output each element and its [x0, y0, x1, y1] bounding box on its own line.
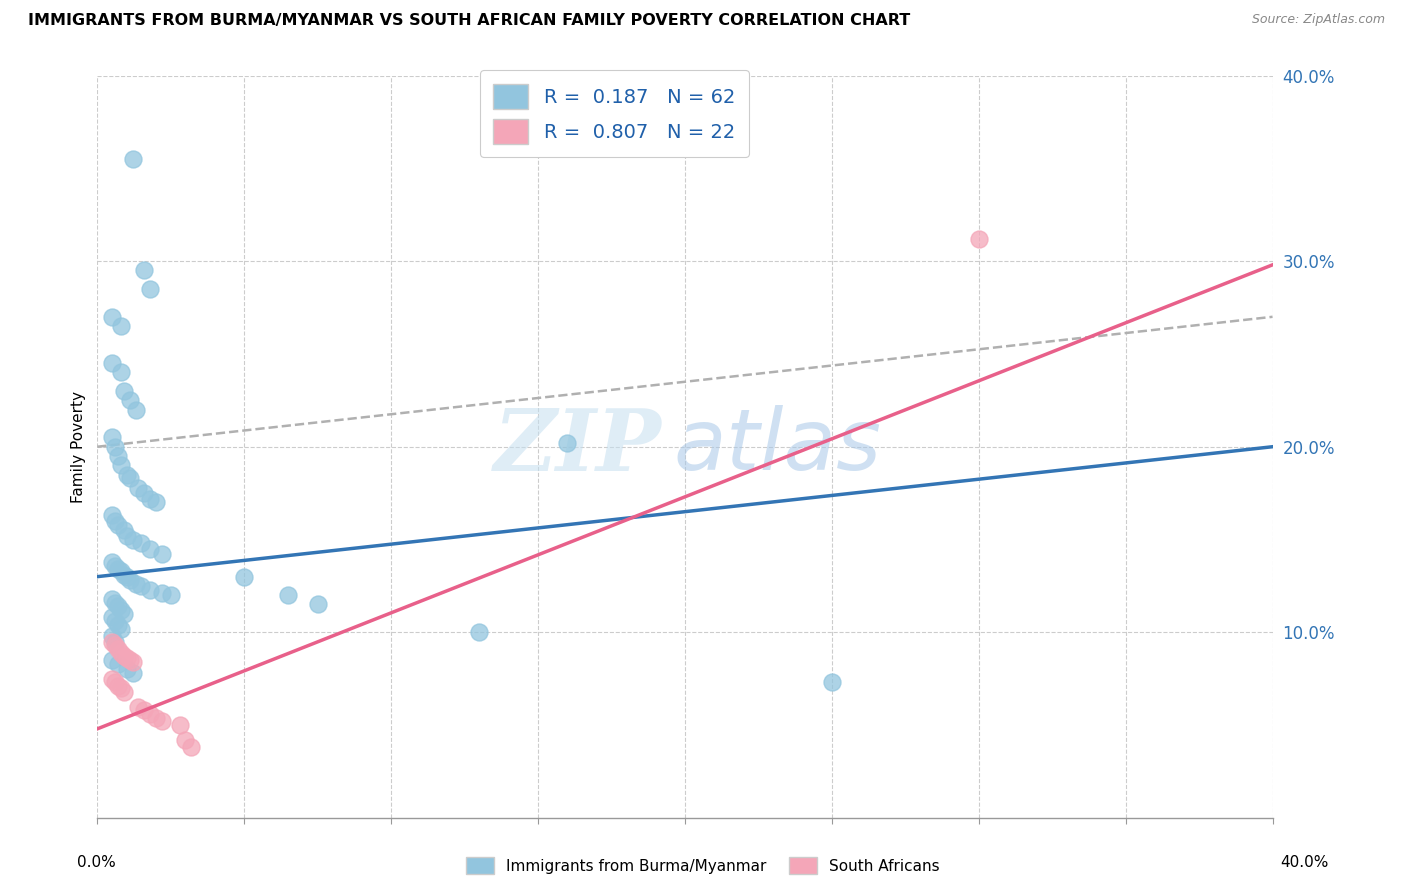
Point	[557, 436, 579, 450]
Point	[124, 402, 146, 417]
Legend: Immigrants from Burma/Myanmar, South Africans: Immigrants from Burma/Myanmar, South Afr…	[460, 851, 946, 880]
Point	[174, 733, 197, 747]
Point	[101, 555, 124, 569]
Point	[134, 486, 156, 500]
Point	[150, 547, 173, 561]
Point	[131, 579, 153, 593]
Point	[101, 672, 124, 686]
Point	[101, 310, 124, 324]
Point	[145, 495, 167, 509]
Point	[112, 649, 135, 664]
Point	[112, 384, 135, 398]
Point	[104, 440, 127, 454]
Point	[169, 718, 191, 732]
Point	[112, 523, 135, 537]
Point	[134, 263, 156, 277]
Point	[110, 603, 132, 617]
Y-axis label: Family Poverty: Family Poverty	[72, 391, 86, 503]
Point	[101, 634, 124, 648]
Point	[112, 607, 135, 621]
Point	[121, 533, 143, 547]
Point	[104, 675, 127, 690]
Point	[107, 599, 129, 614]
Point	[121, 666, 143, 681]
Point	[107, 618, 129, 632]
Point	[821, 675, 844, 690]
Point	[131, 536, 153, 550]
Point	[134, 703, 156, 717]
Legend: R =  0.187   N = 62, R =  0.807   N = 22: R = 0.187 N = 62, R = 0.807 N = 22	[479, 70, 749, 157]
Point	[107, 679, 129, 693]
Point	[118, 393, 141, 408]
Point	[110, 366, 132, 380]
Point	[139, 582, 162, 597]
Point	[101, 591, 124, 606]
Point	[104, 638, 127, 652]
Point	[127, 699, 149, 714]
Point	[107, 449, 129, 463]
Point	[118, 471, 141, 485]
Point	[277, 588, 299, 602]
Point	[159, 588, 181, 602]
Point	[145, 711, 167, 725]
Point	[101, 653, 124, 667]
Point	[110, 622, 132, 636]
Point	[104, 514, 127, 528]
Text: 40.0%: 40.0%	[1281, 855, 1329, 870]
Point	[139, 706, 162, 721]
Point	[115, 662, 138, 676]
Point	[101, 356, 124, 370]
Point	[107, 517, 129, 532]
Point	[115, 569, 138, 583]
Point	[104, 614, 127, 628]
Point	[139, 491, 162, 506]
Point	[107, 562, 129, 576]
Point	[101, 430, 124, 444]
Point	[127, 481, 149, 495]
Point	[139, 282, 162, 296]
Point	[180, 740, 202, 755]
Point	[112, 567, 135, 582]
Point	[118, 653, 141, 667]
Point	[139, 541, 162, 556]
Point	[110, 681, 132, 695]
Point	[107, 642, 129, 657]
Text: 0.0%: 0.0%	[77, 855, 117, 870]
Point	[110, 458, 132, 473]
Point	[110, 564, 132, 578]
Point	[150, 586, 173, 600]
Point	[115, 467, 138, 482]
Point	[121, 655, 143, 669]
Point	[104, 558, 127, 573]
Point	[101, 629, 124, 643]
Point	[112, 684, 135, 698]
Text: Source: ZipAtlas.com: Source: ZipAtlas.com	[1251, 13, 1385, 27]
Point	[110, 319, 132, 334]
Text: atlas: atlas	[673, 405, 882, 488]
Point	[101, 610, 124, 624]
Point	[967, 232, 990, 246]
Point	[124, 577, 146, 591]
Point	[307, 598, 329, 612]
Point	[150, 714, 173, 729]
Point	[468, 625, 491, 640]
Point	[115, 651, 138, 665]
Point	[104, 634, 127, 648]
Point	[115, 529, 138, 543]
Point	[104, 596, 127, 610]
Text: IMMIGRANTS FROM BURMA/MYANMAR VS SOUTH AFRICAN FAMILY POVERTY CORRELATION CHART: IMMIGRANTS FROM BURMA/MYANMAR VS SOUTH A…	[28, 13, 910, 29]
Point	[107, 657, 129, 671]
Point	[101, 508, 124, 523]
Point	[118, 574, 141, 588]
Point	[233, 569, 256, 583]
Text: ZIP: ZIP	[494, 405, 661, 489]
Point	[110, 646, 132, 660]
Point	[121, 152, 143, 166]
